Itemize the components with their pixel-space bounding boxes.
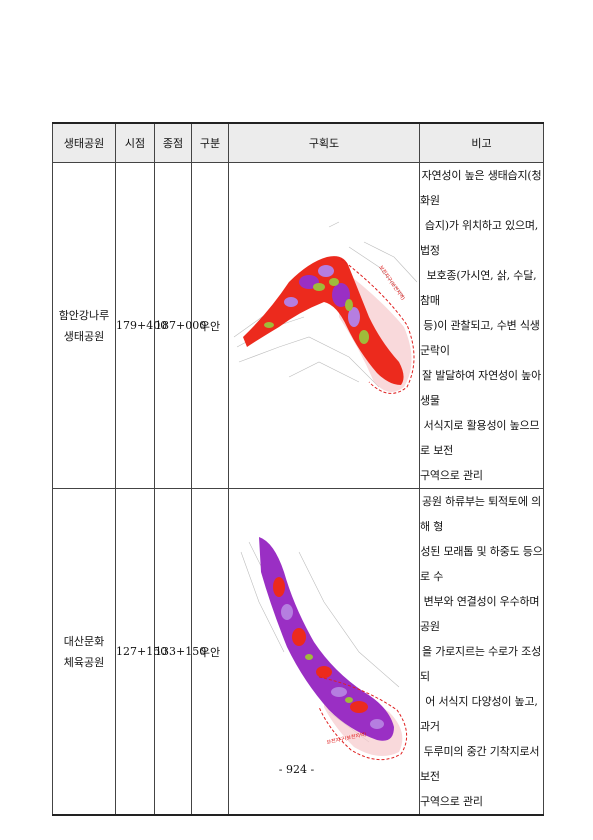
notes-line: 어 서식지 다양성이 높고, 과거 — [420, 695, 538, 733]
notes-line: 등)이 관찰되고, 수변 식생군락이 — [420, 319, 540, 357]
zoning-map: 보전지구(보전지역) — [228, 488, 420, 816]
notes-cell: 공원 하류부는 퇴적토에 의해 형 성된 모래톱 및 하중도 등으로 수 변부와… — [419, 488, 544, 816]
park-name: 대산문화 체육공원 — [52, 488, 116, 816]
notes-line: 습지)가 위치하고 있으며, 법정 — [420, 219, 539, 257]
notes-line: 변부와 연결성이 우수하며 공원 — [420, 595, 540, 633]
header-start: 시점 — [115, 122, 155, 163]
bank-side: 우안 — [191, 162, 229, 489]
table-header-row: 생태공원 시점 종점 구분 구획도 비고 — [52, 122, 544, 163]
notes-line: 구역으로 관리 — [420, 795, 483, 808]
start-station: 179+400 — [115, 162, 167, 489]
notes-line: 서식지로 활용성이 높으므로 보전 — [420, 419, 540, 457]
notes-line: 자연성이 높은 생태습지(청화원 — [420, 169, 542, 207]
header-notes: 비고 — [419, 122, 544, 163]
notes-line: 을 가로지르는 수로가 조성되 — [420, 645, 541, 683]
zoning-map-image: 보전지구(보전지역) — [233, 221, 418, 394]
table-row: 함안강나루 생태공원 179+400 187+000 우안 — [52, 162, 544, 489]
table-row: 대산문화 체육공원 127+150 133+150 우안 — [52, 488, 544, 816]
notes-line: 성된 모래톱 및 하중도 등으로 수 — [420, 545, 543, 583]
notes-line: 잘 발달하여 자연성이 높아 생물 — [420, 369, 541, 407]
notes-line: 보호종(가시연, 삵, 수달, 참매 — [420, 269, 537, 307]
header-park: 생태공원 — [52, 122, 116, 163]
map-label: 보전지구(보전지역) — [377, 264, 406, 301]
ecopark-table: 생태공원 시점 종점 구분 구획도 비고 함안강나루 생태공원 179+400 … — [52, 122, 544, 816]
end-station: 133+150 — [154, 488, 206, 816]
notes-line: 두루미의 중간 기착지로서 보전 — [420, 745, 540, 783]
notes-line: 공원 하류부는 퇴적토에 의해 형 — [420, 495, 541, 533]
header-end: 종점 — [154, 122, 192, 163]
page-number: - 924 - — [278, 763, 315, 776]
header-map: 구획도 — [228, 122, 420, 163]
notes-line: 구역으로 관리 — [420, 469, 483, 482]
notes-cell: 자연성이 높은 생태습지(청화원 습지)가 위치하고 있으며, 법정 보호종(가… — [419, 162, 544, 489]
zoning-map: 보전지구(보전지역) — [228, 162, 420, 489]
park-name: 함안강나루 생태공원 — [52, 162, 116, 489]
zoning-map-image: 보전지구(보전지역) — [240, 536, 408, 760]
header-side: 구분 — [191, 122, 229, 163]
end-station: 187+000 — [154, 162, 206, 489]
